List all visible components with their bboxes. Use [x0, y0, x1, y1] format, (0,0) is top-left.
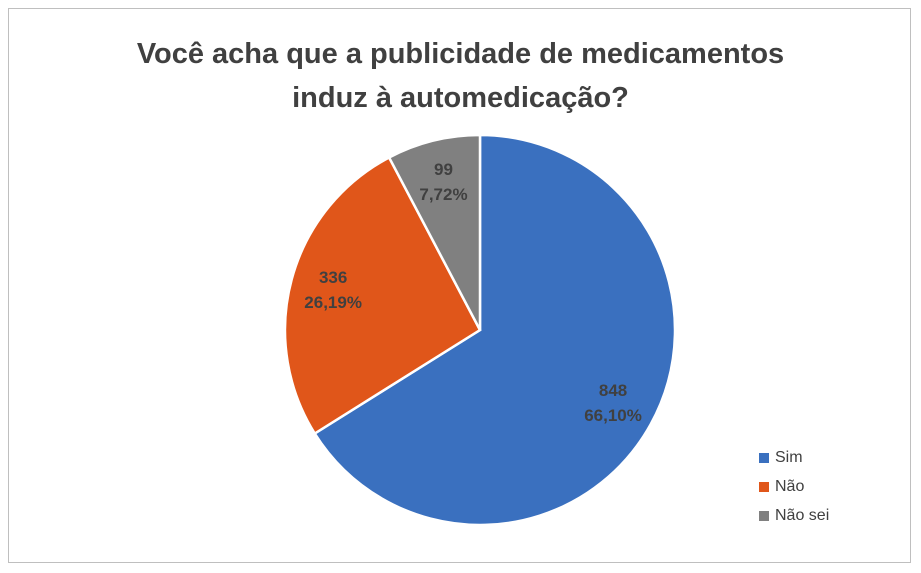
data-label: 99: [434, 160, 453, 179]
chart-frame: [8, 8, 911, 563]
legend-swatch: [759, 511, 769, 521]
legend-swatch: [759, 453, 769, 463]
pie-slice: [283, 155, 482, 436]
data-label-percent: 26,19%: [304, 293, 362, 312]
legend-label: Não: [775, 478, 804, 495]
pie-slice: [313, 133, 677, 527]
legend-label: Sim: [775, 449, 803, 466]
data-label-percent: 66,10%: [584, 406, 642, 425]
legend-swatch: [759, 482, 769, 492]
data-label-percent: 7,72%: [419, 185, 467, 204]
pie-slice: [387, 133, 482, 331]
legend-label: Não sei: [775, 507, 829, 524]
data-label: 336: [319, 268, 347, 287]
chart-title: Você acha que a publicidade de medicamen…: [136, 38, 785, 114]
data-label: 848: [599, 381, 627, 400]
